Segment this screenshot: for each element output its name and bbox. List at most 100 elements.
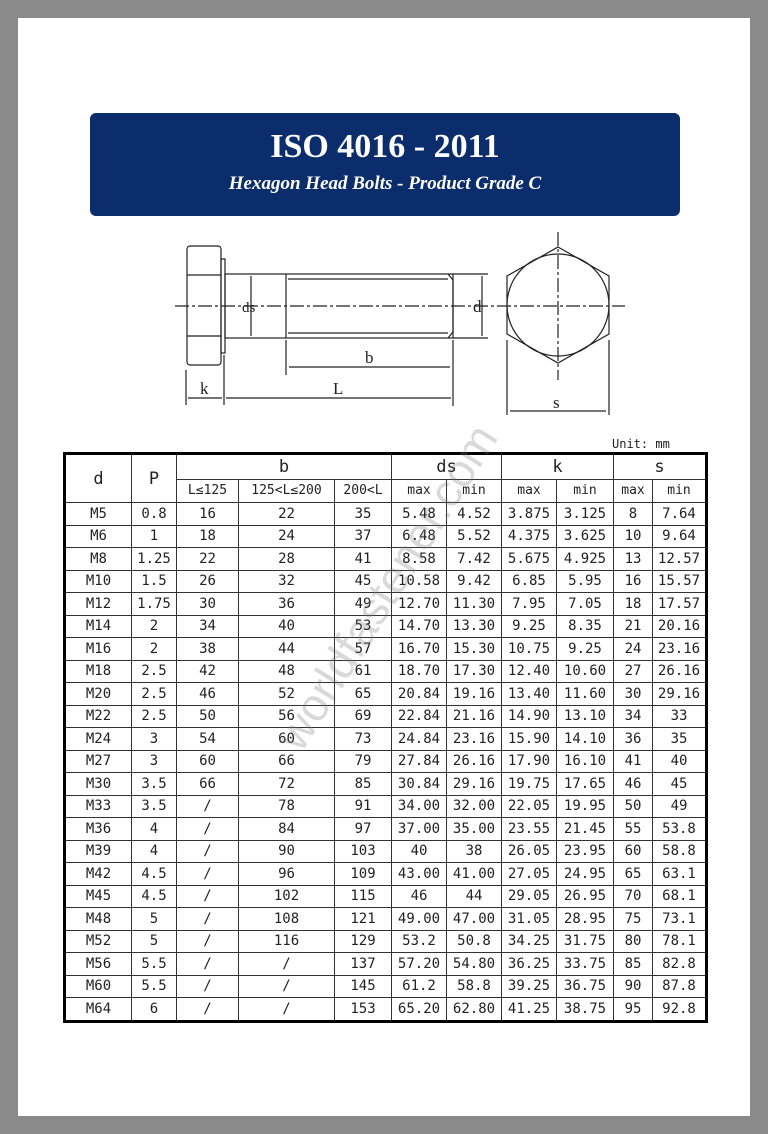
table-cell: 29.16 (652, 682, 707, 706)
table-cell: 40 (238, 614, 335, 638)
table-cell: 26.16 (446, 749, 502, 773)
bolt-drawing: ds d b k L s (175, 232, 625, 415)
table-cell: 21.45 (556, 817, 614, 841)
page-title: ISO 4016 - 2011 (270, 128, 500, 165)
label-L: L (333, 379, 343, 398)
table-cell: 78.1 (652, 929, 707, 953)
table-cell: M8 (64, 547, 132, 571)
header-s: s (613, 453, 707, 480)
table-cell: 27.84 (391, 749, 447, 773)
header-k: k (501, 453, 614, 480)
table-cell: 22.05 (501, 794, 557, 818)
table-cell: 37 (334, 524, 392, 548)
table-cell: 18 (176, 524, 239, 548)
title-banner: ISO 4016 - 2011 Hexagon Head Bolts - Pro… (90, 113, 680, 216)
table-cell: 3 (131, 727, 177, 751)
table-cell: 41 (334, 547, 392, 571)
table-cell: 12.57 (652, 547, 707, 571)
table-row: M52 5/116 129 53.2 50.8 34.25 31.75 80 78.1 (64, 929, 707, 953)
table-cell: 41 (613, 749, 653, 773)
table-cell: 35.00 (446, 817, 502, 841)
table-cell: 7.64 (652, 502, 707, 526)
table-cell: M16 (64, 637, 132, 661)
table-cell: M60 (64, 974, 132, 998)
table-cell: 26.95 (556, 884, 614, 908)
table-cell: 41.00 (446, 862, 502, 886)
table-cell: 58.8 (652, 839, 707, 863)
table-cell: 26.16 (652, 659, 707, 683)
table-cell: 17.90 (501, 749, 557, 773)
table-cell: 10 (613, 524, 653, 548)
table-cell: / (176, 862, 239, 886)
table-cell: 66 (238, 749, 335, 773)
table-cell: 33 (652, 704, 707, 728)
subheader: max (501, 479, 557, 503)
table-cell: 90 (238, 839, 335, 863)
table-cell: 116 (238, 929, 335, 953)
table-cell: 84 (238, 817, 335, 841)
table-cell: 18 (613, 592, 653, 616)
table-cell: 24 (238, 524, 335, 548)
table-cell: 34.00 (391, 794, 447, 818)
table-cell: 36.75 (556, 974, 614, 998)
table-cell: / (176, 997, 239, 1022)
table-cell: 2 (131, 637, 177, 661)
table-cell: 121 (334, 907, 392, 931)
table-cell: M27 (64, 749, 132, 773)
table-cell: 45 (334, 569, 392, 593)
table-row: M36 4/84 97 37.00 35.00 23.55 21.45 55 53.8 (64, 817, 707, 841)
table-cell: 9.25 (501, 614, 557, 638)
table-cell: 4.52 (446, 502, 502, 526)
table-cell: 15.90 (501, 727, 557, 751)
table-cell: 62.80 (446, 997, 502, 1022)
table-cell: M42 (64, 862, 132, 886)
table-cell: 42 (176, 659, 239, 683)
table-cell: 13.40 (501, 682, 557, 706)
table-cell: 38.75 (556, 997, 614, 1022)
table-cell: 80 (613, 929, 653, 953)
header-P: P (131, 453, 177, 503)
table-cell: 4.925 (556, 547, 614, 571)
table-cell: 5.5 (131, 974, 177, 998)
table-row: M18 2.5 42 48 61 18.70 17.30 12.40 10.60 27 26.16 (64, 659, 707, 683)
table-cell: 43.00 (391, 862, 447, 886)
table-row: M39 4/90 103 40 38 26.05 23.95 60 58.8 (64, 839, 707, 863)
table-cell: 24.84 (391, 727, 447, 751)
page-subtitle: Hexagon Head Bolts - Product Grade C (228, 173, 542, 194)
table-cell: / (238, 974, 335, 998)
table-cell: 13.30 (446, 614, 502, 638)
table-cell: 20.84 (391, 682, 447, 706)
table-cell: 61 (334, 659, 392, 683)
table-cell: 19.16 (446, 682, 502, 706)
table-cell: 75 (613, 907, 653, 931)
table-cell: 31.75 (556, 929, 614, 953)
table-cell: 4 (131, 839, 177, 863)
table-cell: 3.875 (501, 502, 557, 526)
table-cell: 50 (613, 794, 653, 818)
table-cell: 29.05 (501, 884, 557, 908)
table-cell: 87.8 (652, 974, 707, 998)
table-row: M5 0.8 16 22 35 5.48 4.52 3.875 3.125 8 7.64 (64, 502, 707, 526)
table-cell: 40 (652, 749, 707, 773)
table-cell: 8 (613, 502, 653, 526)
table-cell: 6.48 (391, 524, 447, 548)
table-cell: / (176, 884, 239, 908)
table-cell: 91 (334, 794, 392, 818)
table-cell: / (176, 907, 239, 931)
table-cell: 23.16 (652, 637, 707, 661)
table-cell: M6 (64, 524, 132, 548)
table-cell: 10.60 (556, 659, 614, 683)
table-cell: 4.375 (501, 524, 557, 548)
table-row: M42 4.5/96 109 43.00 41.00 27.05 24.95 65 63.1 (64, 862, 707, 886)
table-cell: 26.05 (501, 839, 557, 863)
table-cell: 16 (613, 569, 653, 593)
label-d: d (473, 297, 482, 316)
table-cell: 53 (334, 614, 392, 638)
table-cell: 6.85 (501, 569, 557, 593)
table-cell: 6 (131, 997, 177, 1022)
table-row: M24 3 54 60 73 24.84 23.16 15.90 14.10 36 35 (64, 727, 707, 751)
table-cell: 36 (613, 727, 653, 751)
table-cell: 1.25 (131, 547, 177, 571)
header-row-groups: d P b ds k s (64, 453, 707, 503)
table-cell: 35 (652, 727, 707, 751)
